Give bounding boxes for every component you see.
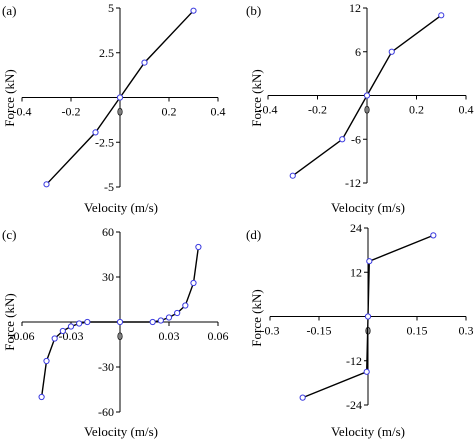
y-axis-label: Force (kN): [249, 69, 264, 126]
x-tick-label: -0.06: [10, 329, 35, 343]
data-point: [190, 279, 197, 287]
panel-label: (c): [2, 227, 16, 242]
x-axis-label: Velocity (m/s): [84, 424, 158, 439]
x-tick-label: -0.4: [259, 103, 278, 117]
data-point: [182, 302, 189, 309]
x-tick-label: -0.4: [13, 105, 32, 119]
data-point: [38, 393, 45, 401]
panel-a: -0.4 -0.2 0 0.2 0.4 -5 -2.5 2.5 5 (a) Velocity (m/…: [2, 1, 226, 215]
data-point: [157, 317, 164, 324]
data-point: [363, 368, 370, 375]
y-tick-label: -24: [346, 398, 362, 412]
panel-c: -0.06 -0.03 0 0.03 0.06-60-303060(c)Velocity…: [2, 225, 229, 439]
data-point: [149, 318, 156, 326]
data-point: [67, 323, 75, 330]
x-axis-label: Velocity (m/s): [331, 424, 405, 439]
data-point: [299, 394, 306, 401]
y-tick-label: 12: [350, 265, 362, 279]
panel-b: -0.4 -0.2 0 0.2 0.4 -12 -6 6 12 (b) Velocity (m/s)…: [246, 1, 474, 215]
data-point: [51, 335, 58, 342]
data-point: [116, 318, 124, 326]
x-tick-label: 0.06: [208, 329, 229, 343]
data-point: [84, 318, 91, 326]
panel-label: (a): [2, 3, 16, 18]
y-tick-label: 60: [102, 225, 114, 239]
data-point: [190, 7, 197, 14]
data-point: [339, 136, 346, 143]
y-tick-label: 6: [355, 45, 361, 59]
y-tick-label: 2.5: [99, 46, 114, 60]
x-tick-label: 0.4: [211, 105, 226, 119]
x-tick-label: 0.15: [407, 324, 428, 338]
data-point: [195, 243, 202, 251]
data-point: [43, 357, 50, 365]
data-point: [438, 12, 445, 19]
x-tick-label: 0.4: [459, 103, 474, 117]
data-point: [92, 129, 99, 136]
y-tick-label: -2.5: [95, 135, 114, 149]
y-tick-label: -60: [98, 405, 114, 419]
data-point: [141, 59, 148, 66]
y-tick-label: 24: [350, 221, 362, 235]
data-point: [363, 92, 371, 99]
x-tick-label: 0.03: [159, 329, 180, 343]
panel-label: (b): [246, 3, 261, 18]
x-tick-label: -0.15: [307, 324, 332, 338]
data-point: [388, 48, 395, 55]
x-tick-label: 0.3: [459, 324, 474, 338]
y-tick-label: -30: [98, 360, 114, 374]
y-axis-label: Force (kN): [2, 69, 17, 126]
data-point: [430, 232, 437, 239]
x-tick-label: 0: [117, 105, 123, 119]
x-axis-label: Velocity (m/s): [331, 200, 405, 215]
x-tick-label: 0.2: [409, 103, 424, 117]
y-axis-label: Force (kN): [249, 289, 264, 346]
y-tick-label: -6: [351, 132, 361, 146]
data-point: [289, 172, 296, 179]
x-tick-label: 0: [364, 103, 370, 117]
y-tick-label: -12: [346, 354, 362, 368]
y-axis-label: Force (kN): [2, 293, 17, 350]
x-tick-label: -0.3: [261, 324, 280, 338]
data-point: [76, 320, 83, 327]
x-tick-label: -0.2: [308, 103, 327, 117]
data-point: [366, 258, 373, 265]
x-tick-label: -0.2: [62, 105, 81, 119]
y-tick-label: -5: [104, 180, 114, 194]
data-point: [364, 313, 372, 320]
data-point: [174, 309, 181, 317]
y-tick-label: 12: [349, 1, 361, 15]
data-point: [116, 94, 124, 101]
y-tick-label: 30: [102, 270, 114, 284]
data-point: [43, 181, 50, 188]
y-tick-label: -12: [345, 176, 361, 190]
x-tick-label: 0.2: [162, 105, 177, 119]
y-tick-label: 5: [108, 1, 114, 15]
data-point: [165, 314, 173, 321]
data-point: [59, 327, 66, 335]
x-axis-label: Velocity (m/s): [84, 200, 158, 215]
x-tick-label: 0: [117, 329, 123, 343]
panel-label: (d): [246, 227, 261, 242]
